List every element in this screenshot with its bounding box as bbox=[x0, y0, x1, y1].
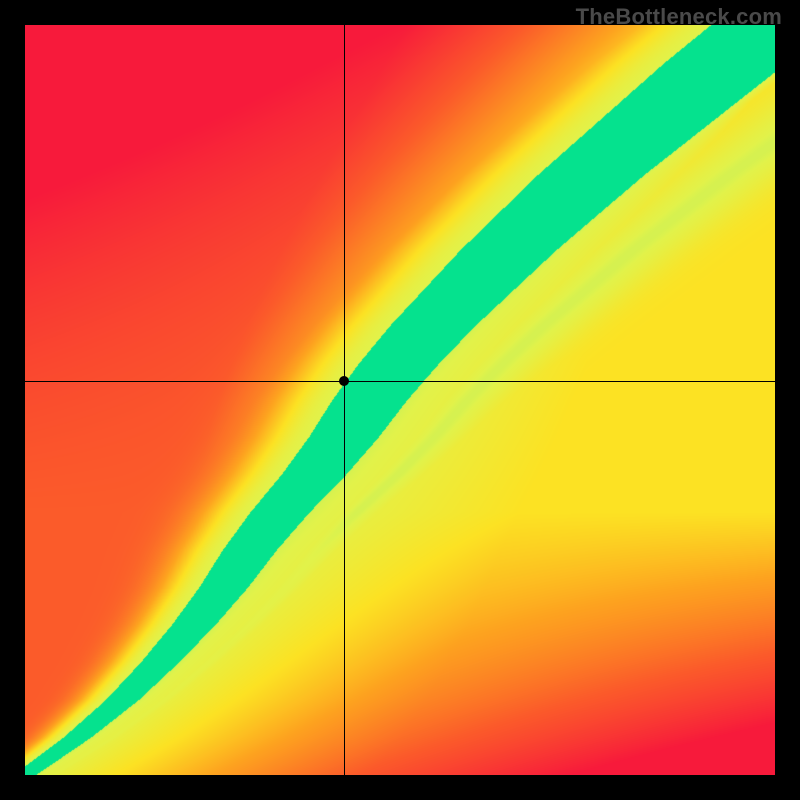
watermark-text: TheBottleneck.com bbox=[576, 4, 782, 30]
heatmap-plot bbox=[25, 25, 775, 775]
heatmap-canvas bbox=[25, 25, 775, 775]
crosshair-marker bbox=[339, 376, 349, 386]
crosshair-horizontal bbox=[25, 381, 775, 382]
crosshair-vertical bbox=[344, 25, 345, 775]
